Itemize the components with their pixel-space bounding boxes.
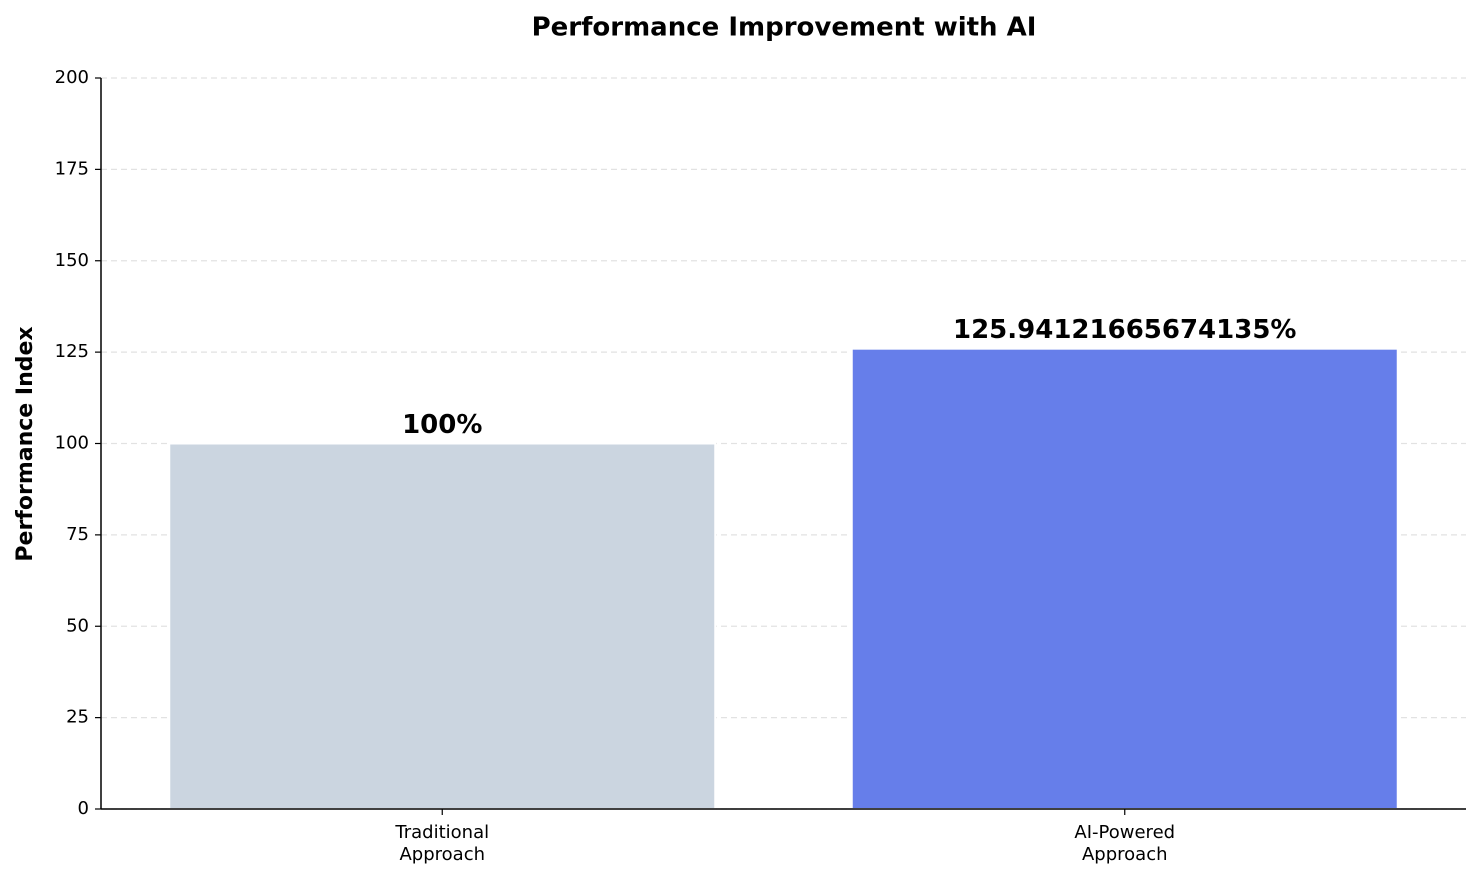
bar <box>168 442 717 810</box>
y-tick-label: 75 <box>66 524 89 545</box>
y-tick-label: 150 <box>55 250 89 271</box>
y-tick-label: 100 <box>55 433 89 454</box>
chart-title: Performance Improvement with AI <box>532 13 1037 43</box>
y-tick-label: 50 <box>66 615 89 636</box>
y-tick-label: 0 <box>78 798 89 819</box>
bar <box>850 347 1399 810</box>
y-axis-label: Performance Index <box>13 326 38 561</box>
value-label: 100% <box>402 410 482 440</box>
x-tick-label: AI-Powered Approach <box>1074 822 1176 865</box>
y-tick-label: 200 <box>55 67 89 88</box>
y-tick-label: 125 <box>55 341 89 362</box>
x-tick-label: Traditional Approach <box>395 822 490 865</box>
value-label: 125.94121665674135% <box>953 315 1296 345</box>
y-tick-label: 175 <box>55 158 89 179</box>
y-tick-label: 25 <box>66 707 89 728</box>
